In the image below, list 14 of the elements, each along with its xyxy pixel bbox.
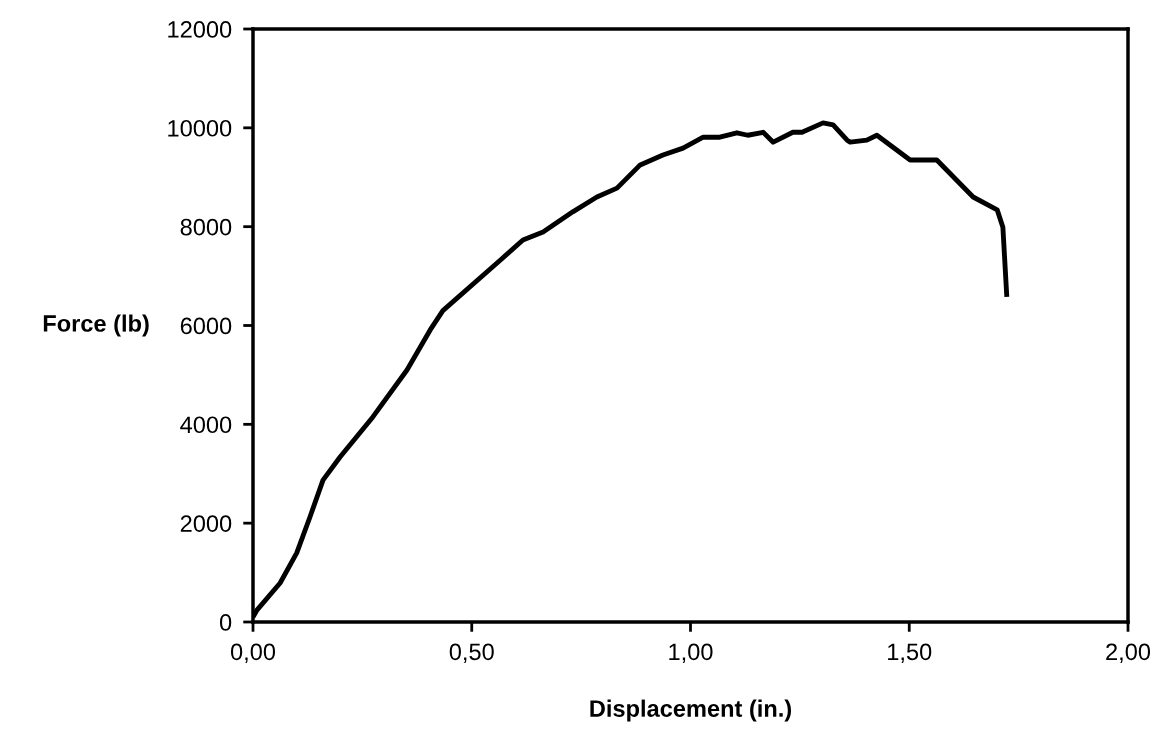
y-tick-label: 0 bbox=[219, 614, 232, 631]
x-tick-label: 2,00 bbox=[1106, 643, 1151, 663]
x-axis-title: Displacement (in.) bbox=[590, 699, 792, 722]
x-tick-label: 1,00 bbox=[669, 643, 713, 663]
y-tick-label: 12000 bbox=[168, 21, 232, 38]
y-tick-label: 8000 bbox=[180, 218, 232, 236]
y-tick-label: 10000 bbox=[168, 119, 232, 137]
y-tick-label: 6000 bbox=[180, 317, 232, 335]
y-tick-label: 4000 bbox=[180, 416, 232, 434]
x-tick-label: 0,00 bbox=[230, 643, 276, 663]
y-tick-label: 2000 bbox=[180, 515, 232, 532]
x-tick-label: 0,50 bbox=[449, 643, 494, 663]
y-axis-title: Force (lb) bbox=[43, 314, 149, 337]
x-tick-label: 1,50 bbox=[888, 643, 932, 663]
